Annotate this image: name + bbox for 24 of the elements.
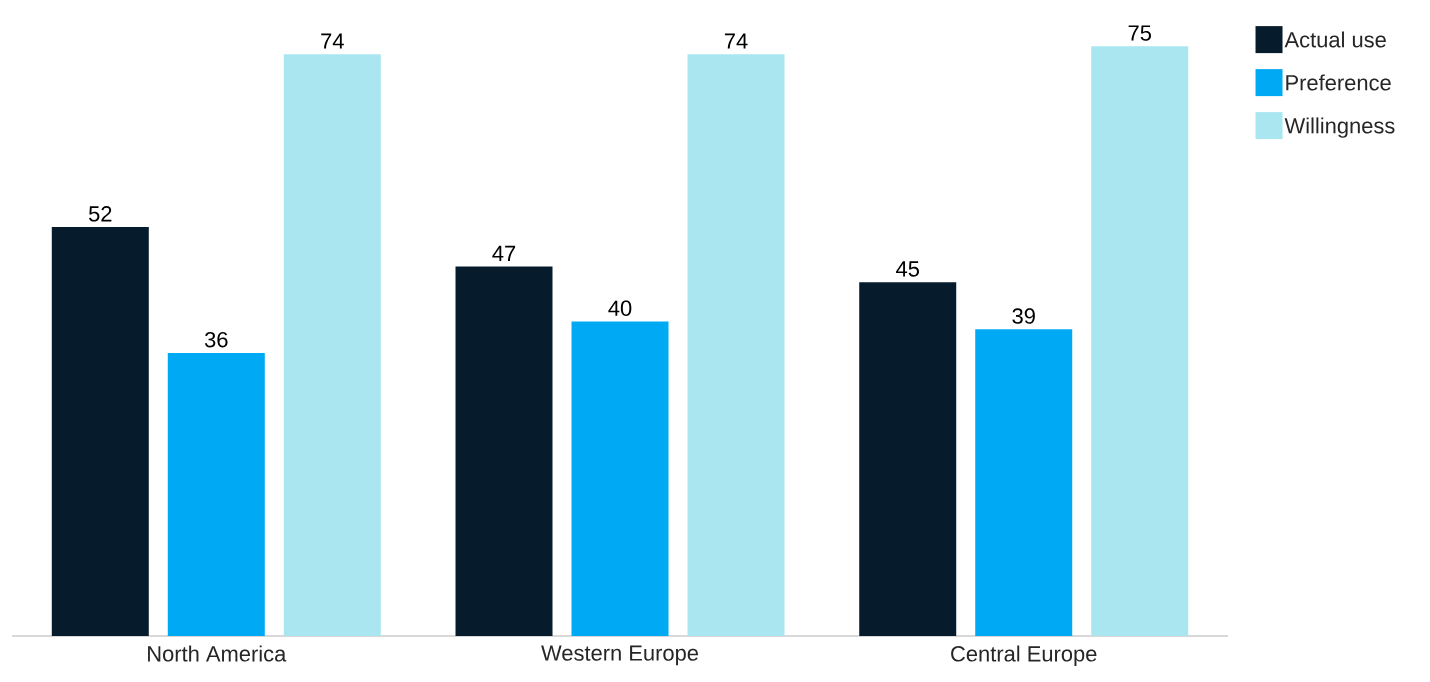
data-label: 74 (724, 33, 748, 49)
bar (859, 282, 957, 636)
bar (167, 352, 265, 636)
data-label: 39 (1012, 308, 1035, 324)
data-label: 47 (492, 245, 516, 261)
x-tick-label: Central Europe (951, 645, 1097, 666)
x-tick-label: North America (148, 645, 287, 662)
data-label: 36 (204, 331, 228, 348)
bar (571, 321, 669, 636)
bar (51, 227, 149, 636)
bar (975, 329, 1073, 636)
data-label: 74 (321, 33, 344, 49)
bar (455, 266, 553, 636)
bar (283, 54, 381, 636)
bar (1091, 46, 1189, 636)
data-label: 40 (608, 300, 632, 316)
x-tick-label: Western Europe (541, 645, 698, 666)
data-label: 52 (88, 206, 112, 222)
data-label: 75 (1128, 25, 1151, 41)
legend-label: Willingness (1284, 117, 1395, 138)
data-label: 45 (896, 261, 919, 277)
legend-label: Preference (1286, 74, 1391, 91)
bar (687, 54, 785, 636)
legend-label: Actual use (1284, 31, 1386, 48)
